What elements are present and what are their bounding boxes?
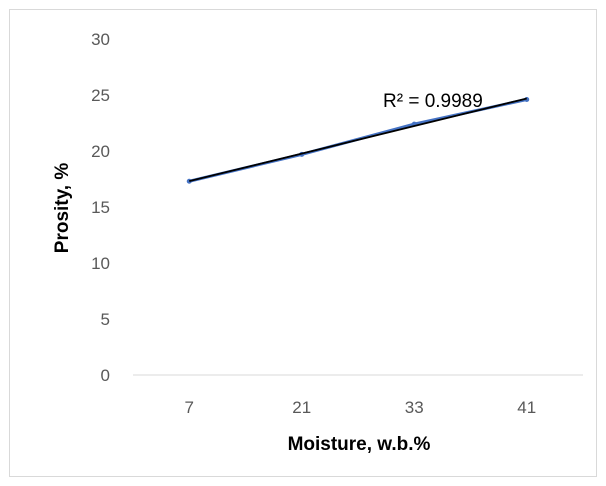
x-tick-label: 41	[517, 398, 536, 417]
x-tick-label: 33	[405, 398, 424, 417]
y-tick-label: 5	[101, 310, 110, 329]
y-axis-title: Prosity, %	[52, 163, 73, 254]
chart-border	[9, 9, 597, 477]
x-tick-label: 7	[185, 398, 194, 417]
r-squared-label: R² = 0.9989	[383, 91, 483, 112]
x-axis-title: Moisture, w.b.%	[288, 434, 431, 455]
y-tick-label: 20	[91, 142, 110, 161]
y-tick-label: 25	[91, 86, 110, 105]
y-tick-label: 10	[91, 254, 110, 273]
y-tick-label: 0	[101, 366, 110, 385]
y-tick-label: 15	[91, 198, 110, 217]
trendline	[189, 97, 527, 183]
x-tick-label: 21	[292, 398, 311, 417]
y-tick-label: 30	[91, 30, 110, 49]
